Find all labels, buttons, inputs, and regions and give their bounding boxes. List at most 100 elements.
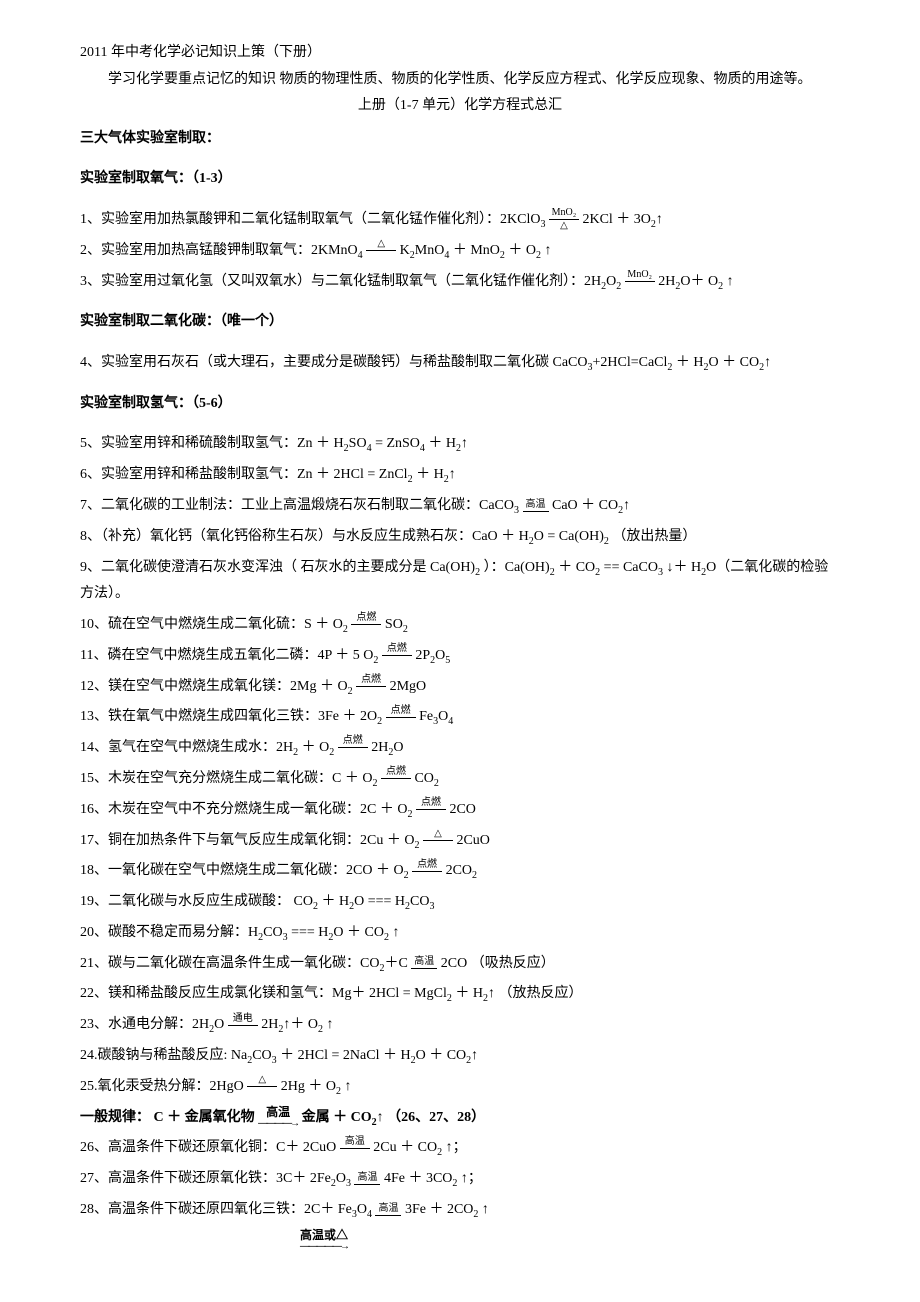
eq-text: ＋ H <box>425 436 456 451</box>
equation-13: 13、铁在氧气中燃烧生成四氧化三铁：3Fe ＋ 2O2 点燃 Fe3O4 <box>80 704 840 731</box>
eq-text: SO <box>349 436 367 451</box>
eq-text: 2CO （吸热反应） <box>441 956 555 971</box>
eq-text: CO <box>410 894 429 909</box>
subscript: 3 <box>514 505 519 516</box>
section-h2: 实验室制取氢气：（5-6） <box>80 391 840 418</box>
condition: 高温 <box>354 1173 380 1185</box>
equation-3: 3、实验室用过氧化氢（又叫双氧水）与二氧化锰制取氧气（二氧化锰作催化剂）：2H 2… <box>80 269 840 296</box>
equation-4: 4、实验室用石灰石（或大理石，主要成分是碳酸钙）与稀盐酸制取二氧化碳 CaCO3… <box>80 350 840 377</box>
equation-1: 1、实验室用加热氯酸钾和二氧化锰制取氧气（二氧化锰作催化剂）：2KClO3 Mn… <box>80 207 840 234</box>
equation-14: 14、氢气在空气中燃烧生成水：2H2 ＋ O2 点燃 2H2O <box>80 735 840 762</box>
eq-text: O <box>435 648 445 663</box>
eq-text: ↑ （26、27、28） <box>377 1110 486 1125</box>
header-line2: 学习化学要重点记忆的知识 物质的物理性质、物质的化学性质、化学反应方程式、化学反… <box>80 67 840 94</box>
eq-text: ＋ O <box>298 740 329 755</box>
eq-text: ↑ <box>723 274 734 289</box>
eq-text: O <box>357 1202 367 1217</box>
eq-text: 一般规律： C ＋ 金属氧化物 <box>80 1110 258 1125</box>
equation-19: 19、二氧化碳与水反应生成碳酸： CO2 ＋ H2O === H2CO3 <box>80 889 840 916</box>
subscript: 2 <box>348 685 353 696</box>
condition: 点燃 <box>412 860 442 883</box>
eq-text: ＋ H <box>452 986 483 1001</box>
eq-text: = ZnSO <box>372 436 420 451</box>
subscript: 2 <box>329 747 334 758</box>
subscript: 2 <box>616 280 621 291</box>
condition: MnO₂ <box>625 270 655 293</box>
subscript: 2 <box>404 870 409 881</box>
condition: 点燃 <box>381 767 411 790</box>
eq-text: 4、实验室用石灰石（或大理石，主要成分是碳酸钙）与稀盐酸制取二氧化碳 CaCO <box>80 355 588 370</box>
eq-text: 26、高温条件下碳还原氧化铜：C＋ 2CuO <box>80 1140 340 1155</box>
eq-text: 2CO <box>449 802 475 817</box>
eq-text: ）：Ca(OH) <box>480 560 550 575</box>
equation-28: 28、高温条件下碳还原四氧化三铁：2C＋ Fe3O4 高温 3Fe ＋ 2CO2… <box>80 1197 840 1224</box>
eq-text: 3Fe ＋ 2CO <box>405 1202 473 1217</box>
eq-text: ↑ <box>623 498 630 513</box>
equation-27: 27、高温条件下碳还原氧化铁：3C＋ 2Fe2O3 高温 4Fe ＋ 3CO2 … <box>80 1166 840 1193</box>
eq-text: === H <box>288 925 329 940</box>
eq-text: 7、二氧化碳的工业制法：工业上高温煅烧石灰石制取二氧化碳：CaCO <box>80 498 514 513</box>
general-rule-1: 一般规律： C ＋ 金属氧化物 高温————→ 金属 ＋ CO2↑ （26、27… <box>80 1105 840 1132</box>
equation-12: 12、镁在空气中燃烧生成氧化镁：2Mg ＋ O2 点燃 2MgO <box>80 674 840 701</box>
subscript: 4 <box>448 716 453 727</box>
eq-text: 22、镁和稀盐酸反应生成氯化镁和氢气：Mg＋ 2HCl = MgCl <box>80 986 447 1001</box>
equation-18: 18、一氧化碳在空气中燃烧生成二氧化碳：2CO ＋ O2 点燃 2CO2 <box>80 858 840 885</box>
eq-text: （放出热量） <box>609 529 697 544</box>
section-oxygen: 实验室制取氧气：（1-3） <box>80 166 840 193</box>
eq-text: CaO ＋ CO <box>552 498 618 513</box>
subscript: 2 <box>434 778 439 789</box>
eq-text: 2H <box>261 1017 278 1032</box>
eq-text: 2KCl ＋ 3O <box>582 212 650 227</box>
header-line3: 上册（1-7 单元）化学方程式总汇 <box>80 93 840 120</box>
condition: 高温 <box>375 1204 401 1216</box>
condition: △ <box>247 1075 277 1098</box>
eq-text: CO <box>414 771 433 786</box>
arrow-condition: 高温————→ <box>258 1106 298 1129</box>
eq-text: 16、木炭在空气中不充分燃烧生成一氧化碳：2C ＋ O <box>80 802 407 817</box>
eq-text: 18、一氧化碳在空气中燃烧生成二氧化碳：2CO ＋ O <box>80 863 404 878</box>
eq-text: Fe <box>419 709 433 724</box>
eq-text: 28、高温条件下碳还原四氧化三铁：2C＋ Fe <box>80 1202 352 1217</box>
eq-text: 5、实验室用锌和稀硫酸制取氢气：Zn ＋ H <box>80 436 344 451</box>
section-gas-prep: 三大气体实验室制取： <box>80 126 840 153</box>
section-co2: 实验室制取二氧化碳：（唯一个） <box>80 309 840 336</box>
equation-24: 24.碳酸钠与稀盐酸反应: Na2CO3 ＋ 2HCl = 2NaCl ＋ H2… <box>80 1043 840 1070</box>
subscript: 4 <box>367 1209 372 1220</box>
eq-text: MnO <box>415 243 445 258</box>
equation-20: 20、碳酸不稳定而易分解：H2CO3 === H2O ＋ CO2 ↑ <box>80 920 840 947</box>
eq-text: 2、实验室用加热高锰酸钾制取氧气：2KMnO <box>80 243 358 258</box>
subscript: 4 <box>358 250 363 261</box>
eq-text: ＋C <box>384 956 411 971</box>
subscript: 2 <box>343 624 348 635</box>
eq-text: 11、磷在空气中燃烧生成五氧化二磷：4P ＋ 5 O <box>80 648 373 663</box>
general-rule-2: 高温或△—————→ <box>80 1228 840 1255</box>
subscript: 2 <box>472 870 477 881</box>
eq-text: 2MgO <box>390 679 427 694</box>
equation-6: 6、实验室用锌和稀盐酸制取氢气：Zn ＋ 2HCl = ZnCl2 ＋ H2↑ <box>80 462 840 489</box>
eq-text: 1、实验室用加热氯酸钾和二氧化锰制取氧气（二氧化锰作催化剂）：2KClO <box>80 212 540 227</box>
eq-text: 2P <box>415 648 430 663</box>
eq-text: 20、碳酸不稳定而易分解：H <box>80 925 258 940</box>
subscript: 2 <box>407 809 412 820</box>
eq-text: ↑ <box>764 355 771 370</box>
eq-text: ↑ <box>471 1048 478 1063</box>
condition: 高温 <box>340 1137 370 1160</box>
equation-9: 9、二氧化碳使澄清石灰水变浑浊（ 石灰水的主要成分是 Ca(OH)2 ）：Ca(… <box>80 555 840 608</box>
eq-text: 23、水通电分解：2H <box>80 1017 209 1032</box>
eq-text: CO <box>263 925 282 940</box>
condition: △ <box>423 829 453 852</box>
condition: 点燃 <box>386 706 416 729</box>
equation-16: 16、木炭在空气中不充分燃烧生成一氧化碳：2C ＋ O2 点燃 2CO <box>80 797 840 824</box>
equation-10: 10、硫在空气中燃烧生成二氧化硫：S ＋ O2 点燃 SO2 <box>80 612 840 639</box>
eq-text: ＋ O <box>505 243 536 258</box>
eq-text: 27、高温条件下碳还原氧化铁：3C＋ 2Fe <box>80 1171 331 1186</box>
eq-text: O ＋ CO <box>333 925 384 940</box>
equation-2: 2、实验室用加热高锰酸钾制取氧气：2KMnO4 △ K2MnO4 ＋ MnO2 … <box>80 238 840 265</box>
eq-text: ↑ <box>461 436 468 451</box>
equation-26: 26、高温条件下碳还原氧化铜：C＋ 2CuO 高温 2Cu ＋ CO2 ↑； <box>80 1135 840 1162</box>
eq-text: ↑ <box>341 1079 352 1094</box>
eq-text: 3、实验室用过氧化氢（又叫双氧水）与二氧化锰制取氧气（二氧化锰作催化剂）：2H <box>80 274 601 289</box>
eq-text: 2CO <box>446 863 472 878</box>
eq-text: ↑ <box>449 467 456 482</box>
eq-text: ＋ MnO <box>449 243 500 258</box>
